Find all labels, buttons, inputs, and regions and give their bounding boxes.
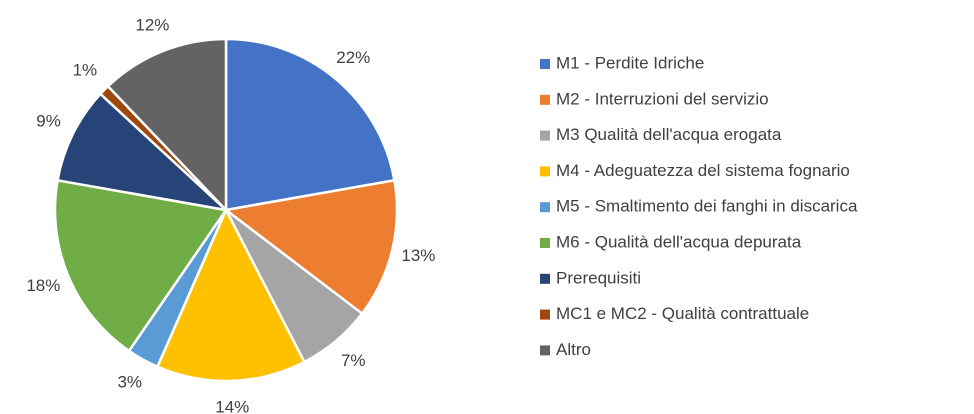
legend-swatch	[540, 59, 550, 69]
data-label: 14%	[215, 397, 249, 414]
legend-label: M3 Qualità dell'acqua erogata	[556, 125, 782, 144]
data-label: 13%	[401, 246, 435, 265]
legend-swatch	[540, 273, 550, 284]
legend-swatch	[540, 166, 550, 177]
data-label: 9%	[36, 112, 61, 131]
legend-label: M5 - Smaltimento dei fanghi in discarica	[556, 197, 858, 216]
pie-slice	[224, 37, 396, 212]
pie-slice	[56, 92, 230, 212]
legend-swatch	[540, 202, 550, 213]
legend-swatch	[540, 345, 550, 356]
legend-swatch	[540, 130, 550, 141]
data-label: 22%	[336, 48, 370, 67]
data-label: 3%	[117, 373, 142, 392]
pie-slice	[155, 207, 307, 383]
legend-swatch	[540, 94, 550, 105]
legend-label: M4 - Adeguatezza del sistema fognario	[556, 161, 850, 180]
legend-label: M2 - Interruzioni del servizio	[556, 89, 769, 108]
pie-slice	[106, 37, 228, 214]
data-label: 1%	[73, 61, 98, 80]
data-label: 12%	[135, 16, 169, 35]
legend-label: Altro	[556, 340, 591, 359]
pie-slice	[222, 178, 399, 316]
legend-label: M6 - Qualità dell'acqua depurata	[556, 232, 802, 251]
legend-label: Prerequisiti	[556, 268, 641, 287]
legend-label: MC1 e MC2 - Qualità contrattuale	[556, 304, 809, 323]
data-label: 18%	[26, 276, 60, 295]
legend-swatch	[540, 238, 550, 248]
pie-slice	[53, 178, 229, 353]
data-label: 7%	[341, 351, 366, 370]
legend-swatch	[540, 309, 550, 320]
legend-label: M1 - Perdite Idriche	[556, 53, 704, 72]
